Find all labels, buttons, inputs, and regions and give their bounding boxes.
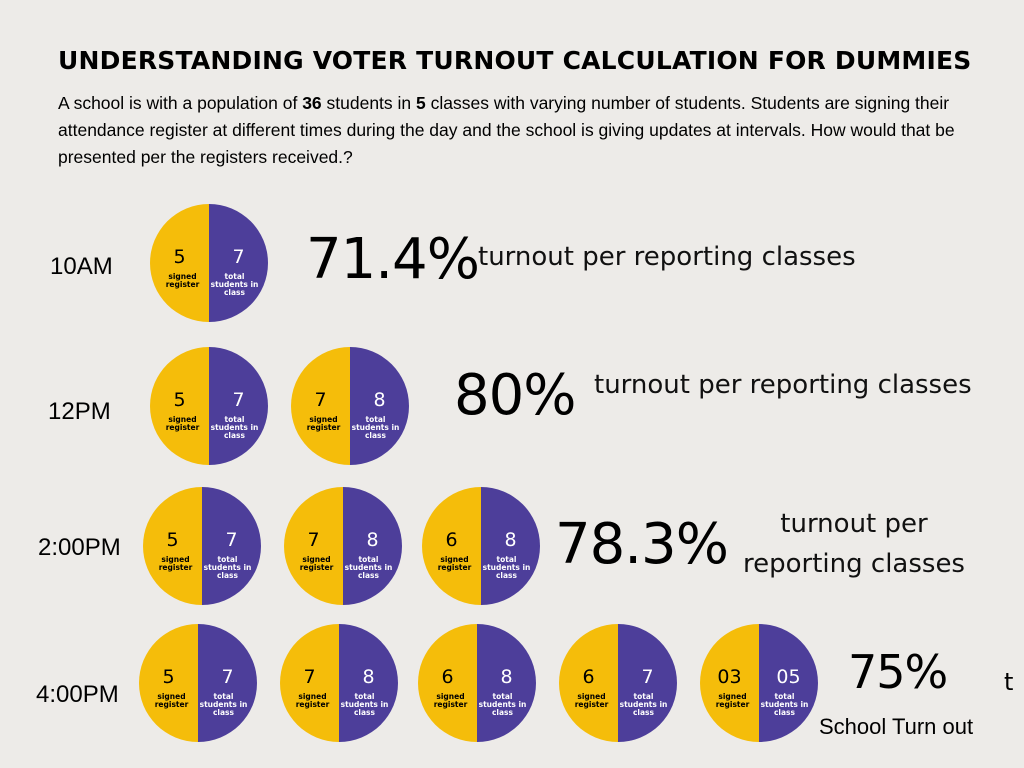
signed-count: 7 [307,529,320,551]
class-pie: 03 signed register 05 total students in … [700,624,818,742]
total-label: total students in class [344,555,393,580]
signed-count: 7 [314,389,327,411]
total-half: 05 total students in class [759,624,818,742]
signed-half: 6 signed register [418,624,477,742]
turnout-percent-12pm: 80% [454,363,576,428]
total-half: 8 total students in class [481,487,540,605]
signed-count: 6 [441,666,454,688]
total-label: total students in class [340,692,389,717]
signed-half: 5 signed register [143,487,202,605]
class-pie: 5 signed register 7 total students in cl… [139,624,257,742]
class-pie: 6 signed register 8 total students in cl… [418,624,536,742]
students-count: 36 [302,93,322,113]
total-label: total students in class [482,555,531,580]
total-label: total students in class [619,692,668,717]
signed-label: signed register [715,692,750,709]
signed-count: 5 [173,389,186,411]
class-pie: 7 signed register 8 total students in cl… [291,347,409,465]
time-label-4pm: 4:00PM [36,681,119,708]
signed-half: 5 signed register [139,624,198,742]
stray-character: t [1004,668,1014,696]
signed-half: 6 signed register [559,624,618,742]
total-count: 05 [776,666,801,688]
total-half: 7 total students in class [202,487,261,605]
page-title: UNDERSTANDING VOTER TURNOUT CALCULATION … [58,46,972,75]
total-label: total students in class [203,555,252,580]
signed-label: signed register [437,555,472,572]
signed-half: 5 signed register [150,347,209,465]
total-count: 7 [641,666,654,688]
class-pie: 5 signed register 7 total students in cl… [143,487,261,605]
time-label-12pm: 12PM [48,398,111,425]
total-count: 8 [504,529,517,551]
total-label: total students in class [351,415,400,440]
class-pie: 5 signed register 7 total students in cl… [150,347,268,465]
turnout-caption-12pm: turnout per reporting classes [594,370,972,400]
total-half: 8 total students in class [350,347,409,465]
total-count: 8 [500,666,513,688]
signed-label: signed register [306,415,341,432]
turnout-caption-2pm: turnout per reporting classes [736,504,972,584]
total-count: 7 [232,246,245,268]
total-half: 8 total students in class [343,487,402,605]
school-turnout-caption: School Turn out [819,714,974,739]
signed-label: signed register [299,555,334,572]
signed-count: 5 [173,246,186,268]
signed-count: 6 [445,529,458,551]
signed-half: 7 signed register [291,347,350,465]
signed-label: signed register [574,692,609,709]
signed-half: 5 signed register [150,204,209,322]
class-pie: 6 signed register 7 total students in cl… [559,624,677,742]
turnout-caption-line1: turnout per [780,509,928,539]
class-pie: 5 signed register 7 total students in cl… [150,204,268,322]
signed-label: signed register [158,555,193,572]
turnout-caption-10am: turnout per reporting classes [478,242,856,272]
signed-count: 5 [162,666,175,688]
signed-half: 03 signed register [700,624,759,742]
turnout-percent-2pm: 78.3% [555,512,729,577]
signed-label: signed register [154,692,189,709]
time-label-10am: 10AM [50,253,113,280]
total-count: 8 [373,389,386,411]
signed-label: signed register [165,272,200,289]
signed-label: signed register [295,692,330,709]
total-label: total students in class [199,692,248,717]
turnout-caption-line2: reporting classes [743,549,965,579]
total-label: total students in class [478,692,527,717]
signed-count: 5 [166,529,179,551]
total-label: total students in class [760,692,809,717]
total-count: 7 [221,666,234,688]
signed-half: 7 signed register [280,624,339,742]
signed-label: signed register [165,415,200,432]
turnout-percent-10am: 71.4% [306,227,480,292]
total-label: total students in class [210,415,259,440]
classes-count: 5 [416,93,426,113]
total-label: total students in class [210,272,259,297]
total-half: 8 total students in class [477,624,536,742]
class-pie: 7 signed register 8 total students in cl… [284,487,402,605]
signed-count: 6 [582,666,595,688]
signed-count: 7 [303,666,316,688]
total-count: 7 [232,389,245,411]
total-count: 8 [366,529,379,551]
turnout-percent-4pm: 75% [848,645,948,699]
signed-half: 7 signed register [284,487,343,605]
class-pie: 6 signed register 8 total students in cl… [422,487,540,605]
total-half: 7 total students in class [198,624,257,742]
class-pie: 7 signed register 8 total students in cl… [280,624,398,742]
signed-count: 03 [717,666,742,688]
intro-text: A school is with a population of 36 stud… [58,93,955,167]
total-half: 7 total students in class [209,204,268,322]
total-half: 8 total students in class [339,624,398,742]
total-half: 7 total students in class [618,624,677,742]
total-half: 7 total students in class [209,347,268,465]
total-count: 8 [362,666,375,688]
total-count: 7 [225,529,238,551]
time-label-2pm: 2:00PM [38,534,121,561]
signed-half: 6 signed register [422,487,481,605]
signed-label: signed register [433,692,468,709]
